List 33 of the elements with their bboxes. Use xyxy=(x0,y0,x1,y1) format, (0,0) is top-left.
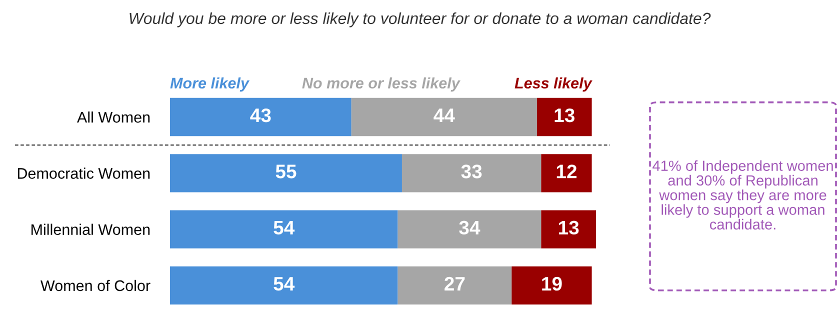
bar xyxy=(512,266,592,305)
bar xyxy=(541,210,596,248)
bar xyxy=(398,210,542,248)
data-label: 19 xyxy=(542,276,562,291)
bar xyxy=(351,98,537,136)
chart-title: Would you be more or less likely to volunteer for or donate to a woman candidate? xyxy=(130,12,711,28)
data-label: 55 xyxy=(276,164,296,178)
y-tick-label: Women of Color xyxy=(40,280,150,292)
series-label: More likely xyxy=(170,77,250,92)
data-label: 12 xyxy=(556,164,577,178)
data-label: 13 xyxy=(558,220,579,235)
bar xyxy=(170,266,398,305)
data-label: 54 xyxy=(274,277,295,291)
data-label: 13 xyxy=(554,108,574,122)
series-label: No more or less likely xyxy=(302,77,460,92)
bar xyxy=(402,154,542,192)
y-tick-label: All Women xyxy=(76,111,150,123)
data-label: 27 xyxy=(444,276,465,290)
data-label: 43 xyxy=(250,108,271,122)
bar xyxy=(170,210,398,248)
data-label: 44 xyxy=(434,108,455,122)
data-label: 33 xyxy=(461,164,482,178)
bar xyxy=(170,98,352,136)
bar xyxy=(398,266,512,305)
bar xyxy=(170,154,402,192)
series-label: Less likely xyxy=(514,77,592,92)
y-tick-label: Democratic Women xyxy=(18,168,150,179)
bar xyxy=(541,154,592,192)
data-label: 54 xyxy=(274,220,295,235)
y-tick-label: Millennial Women xyxy=(32,224,150,235)
text: 41% of Independent women and 30% of Republican women say they are more likely to support a woman candidate. xyxy=(652,160,833,230)
data-label: 34 xyxy=(459,220,480,235)
bar xyxy=(536,98,592,136)
